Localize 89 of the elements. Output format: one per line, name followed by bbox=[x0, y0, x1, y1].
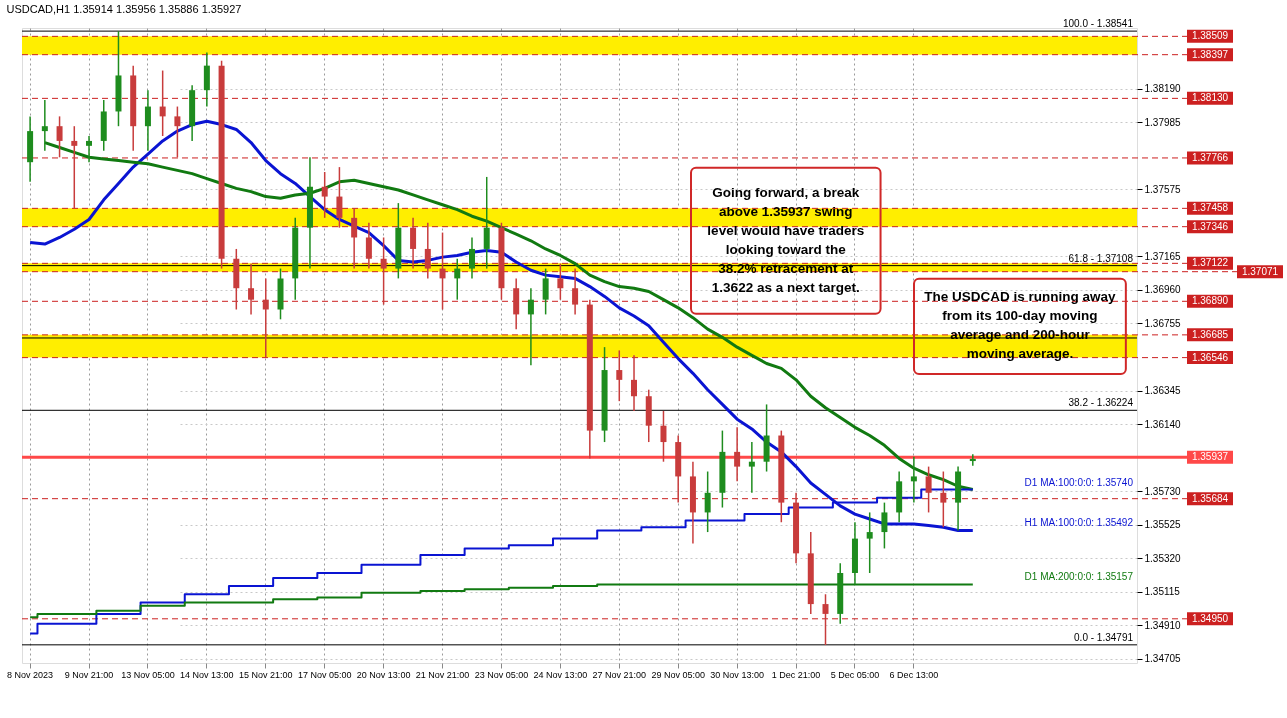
ref-line-label: 1.35684 bbox=[1191, 492, 1229, 504]
x-tick-label: 15 Nov 21:00 bbox=[239, 669, 293, 680]
annotation: 100.0 - 1.38541 bbox=[1062, 18, 1134, 30]
candlestick bbox=[71, 125, 78, 209]
ref-line-label: 1.34950 bbox=[1191, 612, 1229, 624]
candlestick bbox=[351, 207, 358, 270]
ref-line-label: 1.35937 bbox=[1191, 451, 1229, 463]
candlestick bbox=[174, 105, 181, 159]
x-tick-label: 13 Nov 05:00 bbox=[121, 669, 175, 680]
candlestick bbox=[483, 176, 490, 270]
y-tick-label: 1.34705 bbox=[1144, 653, 1182, 665]
ref-line-label: 1.37122 bbox=[1191, 257, 1229, 269]
candlestick bbox=[56, 115, 63, 159]
annotation: 38.2 - 1.36224 bbox=[1068, 397, 1134, 409]
candlestick bbox=[439, 231, 446, 311]
candlestick bbox=[262, 277, 269, 358]
x-tick-label: 6 Dec 13:00 bbox=[889, 669, 939, 680]
x-tick-label: 23 Nov 05:00 bbox=[474, 669, 529, 680]
candlestick bbox=[144, 89, 151, 152]
x-tick-label: 14 Nov 13:00 bbox=[180, 669, 234, 680]
candlestick bbox=[424, 222, 431, 280]
candlestick bbox=[704, 470, 711, 533]
candlestick bbox=[631, 354, 638, 412]
ref-line-label: 1.36890 bbox=[1191, 295, 1229, 307]
candlestick bbox=[925, 465, 932, 514]
x-tick-label: 29 Nov 05:00 bbox=[651, 669, 705, 680]
x-tick-label: 17 Nov 05:00 bbox=[297, 669, 352, 680]
annotation: 0.0 - 1.34791 bbox=[1074, 631, 1134, 643]
y-tick-label: 1.35320 bbox=[1144, 552, 1182, 564]
chart-title: USDCAD,H1 1.35914 1.35956 1.35886 1.35927 bbox=[6, 3, 242, 16]
y-tick-label: 1.36345 bbox=[1144, 385, 1182, 397]
candlestick bbox=[410, 217, 417, 270]
ref-line-label: 1.37458 bbox=[1191, 202, 1229, 214]
ref-line-label: 1.38509 bbox=[1191, 30, 1229, 42]
ref-line-label: 1.37346 bbox=[1191, 220, 1229, 232]
candlestick bbox=[454, 258, 461, 301]
text: D1 MA:200:0:0: 1.35157 bbox=[1024, 571, 1134, 583]
x-tick-label: 27 Nov 21:00 bbox=[592, 669, 647, 680]
candlestick bbox=[41, 99, 48, 152]
y-tick-label: 1.35115 bbox=[1144, 586, 1181, 598]
candlestick bbox=[321, 171, 328, 219]
x-tick-label: 9 Nov 21:00 bbox=[64, 669, 114, 680]
ref-line-label: 1.36546 bbox=[1191, 351, 1229, 363]
y-tick-label: 1.37575 bbox=[1144, 183, 1182, 195]
annotation: 61.8 - 1.37108 bbox=[1068, 252, 1134, 264]
candlestick bbox=[159, 69, 166, 137]
ref-line-label: 1.37071 bbox=[1241, 265, 1279, 277]
y-tick-label: 1.35730 bbox=[1144, 485, 1182, 497]
candlestick bbox=[380, 236, 387, 306]
candlestick bbox=[660, 410, 667, 463]
y-tick-label: 1.36960 bbox=[1144, 284, 1182, 296]
ref-line-label: 1.36685 bbox=[1191, 328, 1229, 340]
text: H1 MA:100:0:0: 1.35492 bbox=[1024, 517, 1134, 529]
y-tick-label: 1.36755 bbox=[1144, 317, 1182, 329]
candlestick bbox=[866, 511, 873, 574]
text: D1 MA:100:0:0: 1.35740 bbox=[1024, 476, 1134, 488]
candlestick bbox=[822, 593, 829, 646]
y-tick-label: 1.36140 bbox=[1144, 418, 1182, 430]
ref-line-label: 1.37766 bbox=[1191, 151, 1229, 163]
candlestick bbox=[365, 222, 372, 270]
candlestick bbox=[468, 236, 475, 280]
y-tick-label: 1.37165 bbox=[1144, 250, 1182, 262]
candlestick bbox=[881, 501, 888, 550]
candlestick bbox=[910, 456, 917, 504]
x-tick-label: 30 Nov 13:00 bbox=[710, 669, 764, 680]
candlestick bbox=[248, 262, 255, 316]
ref-line-label: 1.38397 bbox=[1191, 48, 1229, 60]
y-tick-label: 1.34910 bbox=[1144, 619, 1182, 631]
ref-line-label: 1.38130 bbox=[1191, 92, 1229, 104]
candlestick bbox=[748, 441, 755, 494]
x-tick-label: 20 Nov 13:00 bbox=[356, 669, 411, 680]
x-tick-label: 8 Nov 2023 bbox=[7, 669, 54, 680]
y-tick-label: 1.37985 bbox=[1144, 116, 1182, 128]
candlestick bbox=[336, 166, 343, 229]
candlestick bbox=[940, 470, 947, 528]
candlestick bbox=[734, 426, 741, 483]
x-tick-label: 1 Dec 21:00 bbox=[771, 669, 821, 680]
candlestick bbox=[572, 267, 579, 316]
y-tick-label: 1.35525 bbox=[1144, 519, 1182, 531]
candlestick bbox=[527, 287, 534, 366]
candlestick bbox=[557, 262, 564, 301]
y-tick-label: 1.38190 bbox=[1144, 83, 1182, 95]
candlestick bbox=[542, 267, 549, 316]
candlestick bbox=[969, 453, 976, 467]
candlestick bbox=[616, 349, 623, 402]
x-tick-label: 5 Dec 05:00 bbox=[830, 669, 880, 680]
candlestick bbox=[86, 135, 93, 163]
x-tick-label: 24 Nov 13:00 bbox=[533, 669, 588, 680]
x-tick-label: 21 Nov 21:00 bbox=[415, 669, 470, 680]
